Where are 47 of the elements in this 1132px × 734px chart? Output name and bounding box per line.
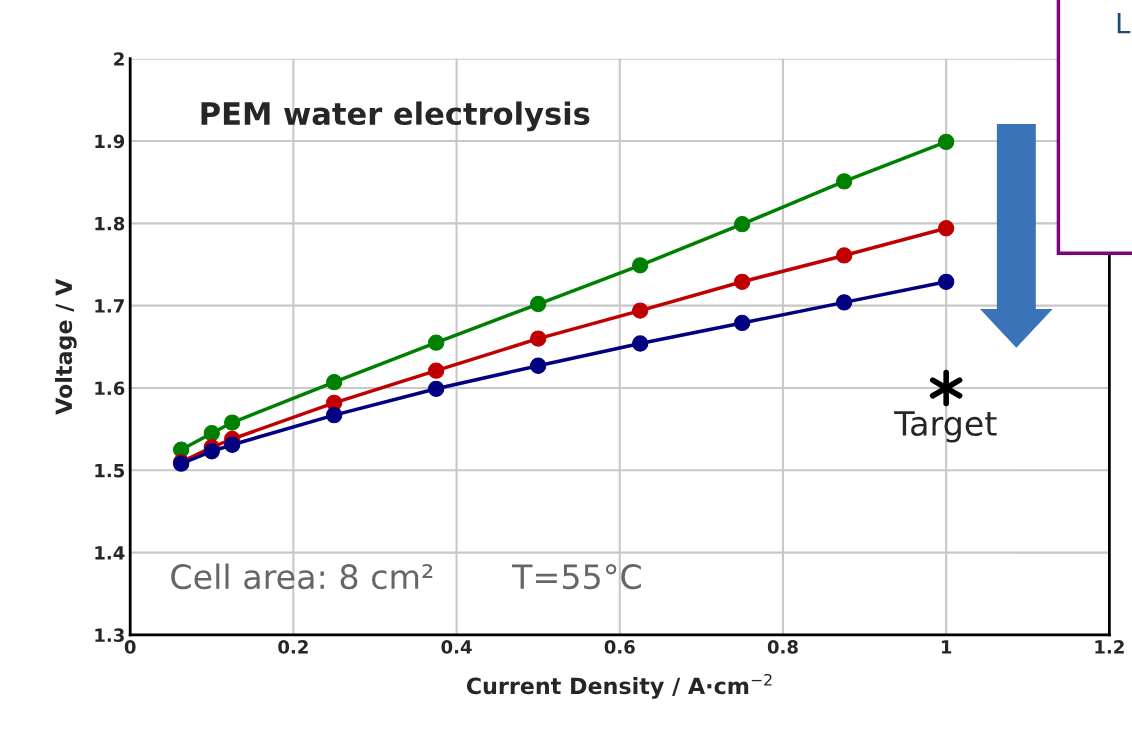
y-axis-title: Voltage / V xyxy=(54,278,77,415)
point xyxy=(203,443,220,460)
y-tick-label: 1.9 xyxy=(95,134,125,149)
point xyxy=(938,133,955,151)
text: L xyxy=(1117,13,1131,34)
point xyxy=(203,425,220,442)
x-tick-label: 0.8 xyxy=(767,640,798,654)
point xyxy=(530,330,547,347)
annotation: Cell area: 8 cm² xyxy=(171,563,433,590)
y-tick-label: 1.5 xyxy=(95,463,125,478)
point xyxy=(428,362,445,379)
y-tick-label: 2 xyxy=(114,52,124,66)
point xyxy=(530,295,547,313)
point xyxy=(938,273,955,290)
x-tick-label: 0 xyxy=(124,640,136,654)
text: PEM water electrolysis xyxy=(201,101,590,132)
x-tick-label: 1 xyxy=(941,640,952,654)
annotation: Target xyxy=(894,411,997,443)
point xyxy=(428,380,445,397)
point xyxy=(734,273,751,290)
point xyxy=(530,357,547,374)
point xyxy=(326,374,343,391)
y-tick-label: 1.7 xyxy=(95,299,124,313)
x-tick-label: 0.2 xyxy=(278,640,308,654)
point xyxy=(326,406,343,424)
y-tick-label: 1.4 xyxy=(95,546,125,560)
point xyxy=(632,335,649,352)
point xyxy=(224,436,241,453)
point xyxy=(929,369,963,407)
point xyxy=(428,334,445,351)
x-axis-title: Current Density / A·cm$^{−2}$ xyxy=(466,673,772,699)
point xyxy=(836,173,853,190)
y-tick-label: 1.6 xyxy=(95,381,125,396)
x-tick-label: 1.2 xyxy=(1095,640,1124,654)
point xyxy=(224,414,241,431)
point xyxy=(632,302,649,319)
y-tick-label: 1.3 xyxy=(95,628,124,643)
point xyxy=(632,257,649,274)
point xyxy=(734,216,751,233)
y-tick-label: 1.8 xyxy=(95,216,125,231)
x-tick-label: 0.6 xyxy=(604,640,635,654)
point xyxy=(836,247,853,264)
point xyxy=(938,220,955,237)
annotation: T=55°C xyxy=(511,564,641,590)
x-tick-label: 0.4 xyxy=(441,640,472,654)
point xyxy=(836,294,853,311)
point xyxy=(734,314,751,332)
